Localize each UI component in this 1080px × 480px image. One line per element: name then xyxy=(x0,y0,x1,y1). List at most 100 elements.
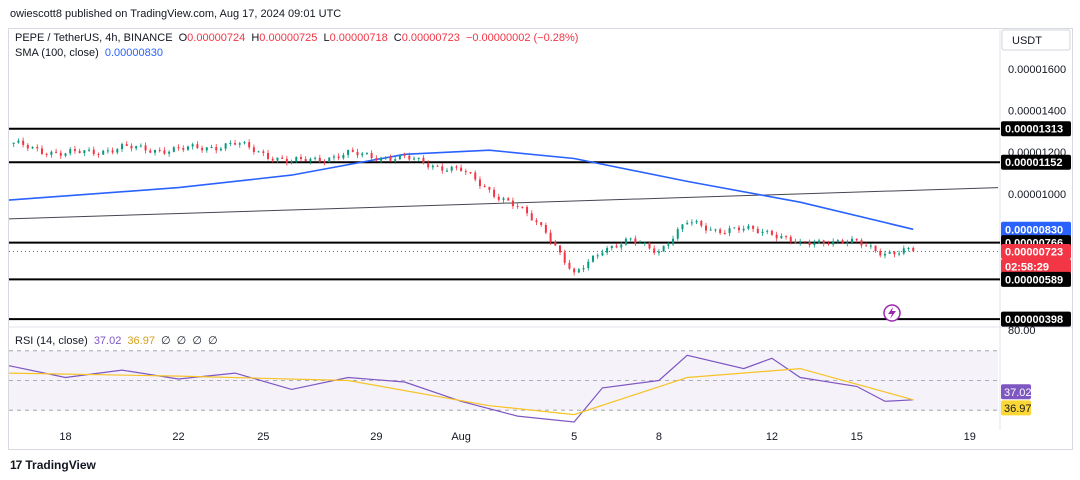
high-label: H xyxy=(251,32,260,44)
candle-body xyxy=(380,157,383,161)
candle-body xyxy=(474,172,477,180)
candle-body xyxy=(22,140,25,145)
candle-body xyxy=(304,158,307,162)
candle-body xyxy=(210,147,213,149)
candle-body xyxy=(427,163,430,168)
candle-body xyxy=(511,200,514,207)
price-tag-label: 0.00001313 xyxy=(1005,124,1063,136)
candle-body xyxy=(224,143,227,149)
tradingview-mark-icon: 17 xyxy=(10,458,22,472)
candle-body xyxy=(554,241,557,246)
candle-body xyxy=(144,145,147,151)
candle-body xyxy=(281,157,284,159)
candle-body xyxy=(125,144,128,146)
candle-body xyxy=(417,157,420,159)
candle-body xyxy=(450,166,453,171)
candle-body xyxy=(295,157,298,162)
price-tick-label: 0.00001000 xyxy=(1008,189,1066,201)
candle-body xyxy=(337,156,340,159)
price-tag-bg xyxy=(1001,244,1071,260)
candle-body xyxy=(549,232,552,242)
rsi-legend[interactable]: RSI (14, close) 37.02 36.97 ∅ ∅ ∅ ∅ xyxy=(15,334,221,347)
candle-body xyxy=(78,151,81,154)
candle-body xyxy=(483,186,486,188)
candle-body xyxy=(700,221,703,226)
symbol-title[interactable]: PEPE / TetherUS, 4h, BINANCE xyxy=(15,32,173,44)
candle-body xyxy=(690,222,693,224)
candle-body xyxy=(714,229,717,231)
price-tag-bg xyxy=(1001,121,1071,137)
candle-body xyxy=(422,157,425,164)
candle-body xyxy=(756,228,759,234)
candle-body xyxy=(770,230,773,235)
candle-body xyxy=(676,229,679,239)
price-tag-label: 0.00001152 xyxy=(1005,157,1063,169)
candle-body xyxy=(879,250,882,256)
candle-body xyxy=(238,143,241,145)
time-axis-label: 18 xyxy=(59,431,71,443)
price-tag-label: 0.00000398 xyxy=(1005,314,1063,326)
candle-body xyxy=(478,179,481,187)
candle-body xyxy=(902,248,905,254)
candle-body xyxy=(45,153,48,155)
candle-body xyxy=(83,150,86,154)
candle-body xyxy=(394,159,397,161)
candle-body xyxy=(761,231,764,234)
candle-body xyxy=(610,245,613,249)
candle-body xyxy=(441,166,444,171)
candle-body xyxy=(573,268,576,273)
candle-body xyxy=(196,144,199,149)
candle-body xyxy=(215,147,218,151)
candle-body xyxy=(577,269,580,273)
candle-body xyxy=(695,221,698,223)
candle-body xyxy=(634,238,637,244)
candle-body xyxy=(667,244,670,246)
rsi-ma-value: 36.97 xyxy=(127,335,155,347)
candle-body xyxy=(493,189,496,197)
price-tick-label: 0.00001600 xyxy=(1008,64,1066,76)
candle-body xyxy=(535,220,538,223)
candle-body xyxy=(629,238,632,240)
close-label: C xyxy=(393,32,402,44)
rsi-tag-label: 37.02 xyxy=(1004,387,1032,399)
candle-body xyxy=(342,154,345,159)
candle-body xyxy=(229,142,232,144)
sma-legend[interactable]: SMA (100, close) 0.00000830 xyxy=(15,47,166,59)
candle-body xyxy=(719,229,722,234)
candle-body xyxy=(766,230,769,232)
price-tag-bg xyxy=(1001,271,1071,287)
candle-body xyxy=(191,144,194,147)
candle-body xyxy=(507,198,510,201)
candle-body xyxy=(841,240,844,244)
candle-body xyxy=(262,151,265,153)
tradingview-logo[interactable]: 17 TradingView xyxy=(10,458,96,472)
candle-body xyxy=(111,150,114,153)
high-value: 0.00000725 xyxy=(259,32,318,44)
candle-body xyxy=(12,142,15,144)
candle-body xyxy=(149,150,152,153)
candle-body xyxy=(747,225,750,229)
candle-body xyxy=(40,148,43,154)
candle-body xyxy=(88,149,91,151)
candle-body xyxy=(672,238,675,245)
candle-body xyxy=(464,171,467,173)
candle-body xyxy=(530,213,533,221)
rsi-tag-bg xyxy=(1001,400,1031,416)
candle-body xyxy=(106,150,109,152)
sma-label: SMA (100, close) xyxy=(15,47,99,59)
candle-body xyxy=(356,151,359,156)
candle-body xyxy=(582,268,585,270)
time-axis-label: 8 xyxy=(656,431,662,443)
candle-body xyxy=(639,243,642,245)
candle-body xyxy=(723,233,726,235)
candle-body xyxy=(398,154,401,160)
candle-body xyxy=(789,236,792,242)
candle-body xyxy=(186,146,189,150)
candle-body xyxy=(620,244,623,248)
time-axis-label: 5 xyxy=(571,431,577,443)
candle-body xyxy=(257,151,260,153)
candle-body xyxy=(794,241,797,243)
candle-body xyxy=(596,255,599,257)
price-legend: PEPE / TetherUS, 4h, BINANCE O0.00000724… xyxy=(15,32,581,44)
